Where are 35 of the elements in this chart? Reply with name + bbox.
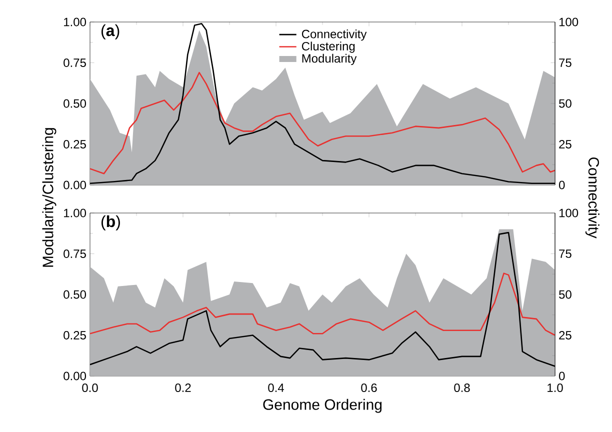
y2-tick-label: 0	[559, 180, 565, 190]
y2-tick-label: 50	[559, 290, 572, 299]
y-tick-label: 0.75	[64, 58, 86, 67]
line-series	[90, 72, 556, 174]
y2-tick-label: 100	[559, 18, 578, 26]
y-tick-label: 0.50	[64, 290, 86, 299]
y2-tick-label: 100	[559, 208, 578, 218]
y-tick-label: 0.25	[64, 140, 86, 148]
y-axis-title: Modularity/Clustering	[42, 128, 56, 267]
chart-title: (a)	[102, 24, 120, 40]
y-tick-label: 0.00	[64, 180, 86, 190]
x-tick-label: 0.0	[82, 384, 98, 392]
y-tick-label: 1.00	[64, 208, 86, 218]
y2-tick-label: 0	[559, 372, 565, 380]
y2-tick-label: 25	[559, 140, 572, 148]
x-tick-label: 0.8	[454, 384, 470, 392]
x-tick-label: 1.0	[548, 384, 563, 392]
y-tick-label: 1.00	[64, 18, 86, 26]
x-axis-title: Genome Ordering	[263, 398, 382, 413]
y-tick-label: 0.25	[64, 331, 86, 340]
y2-tick-label: 75	[559, 58, 572, 67]
y-tick-label: 0.75	[64, 250, 86, 258]
legend-label: Modularity	[302, 54, 357, 66]
chart-title: (b)	[102, 215, 120, 230]
y-tick-label: 0.50	[64, 99, 86, 108]
x-tick-label: 0.2	[175, 384, 191, 392]
y-tick-label: 0.00	[64, 372, 86, 380]
y2-tick-label: 50	[559, 99, 572, 108]
y2-tick-label: 75	[559, 250, 572, 258]
y2-axis-title: Connectivity	[585, 157, 600, 238]
legend-label: Connectivity	[302, 29, 367, 41]
x-tick-label: 0.4	[268, 384, 284, 392]
legend-label: Clustering	[302, 42, 355, 53]
x-tick-label: 0.6	[361, 384, 377, 392]
y2-tick-label: 25	[559, 331, 572, 340]
